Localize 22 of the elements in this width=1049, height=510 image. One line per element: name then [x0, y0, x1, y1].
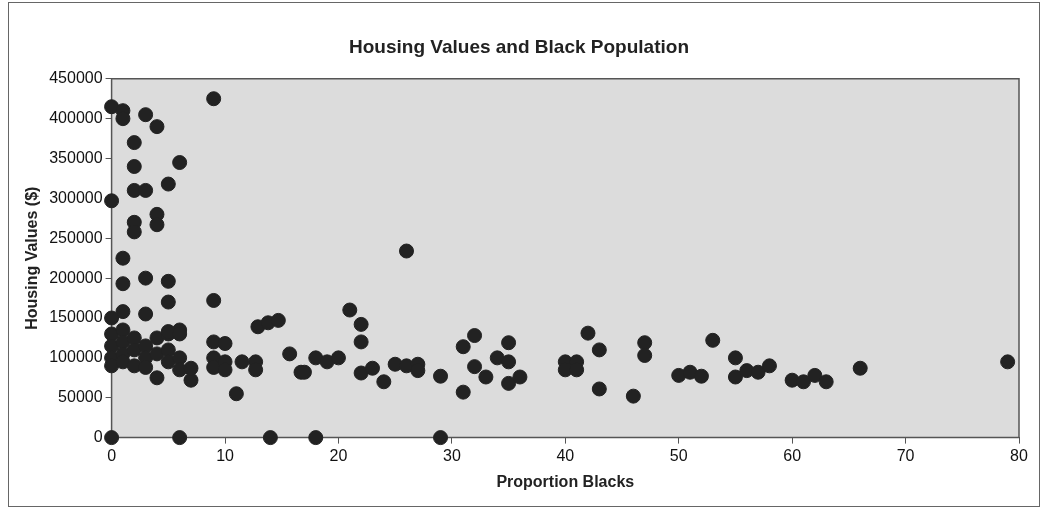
- x-tick-label: 40: [556, 446, 575, 464]
- y-tick-label: 450000: [49, 69, 103, 87]
- y-tick-label: 350000: [49, 148, 103, 166]
- x-tick-label: 60: [783, 446, 802, 464]
- x-tick-label: 10: [216, 446, 235, 464]
- y-tick-label: 0: [93, 428, 103, 446]
- x-tick-label: 0: [107, 446, 117, 464]
- x-axis-title: Proportion Blacks: [496, 472, 635, 490]
- y-tick-label: 50000: [58, 388, 103, 406]
- y-tick-label: 200000: [49, 268, 103, 286]
- x-tick-label: 70: [896, 446, 915, 464]
- chart-title: Housing Values and Black Population: [349, 35, 689, 57]
- y-tick-label: 150000: [49, 308, 103, 326]
- y-tick-label: 250000: [49, 228, 103, 246]
- x-tick-label: 50: [669, 446, 688, 464]
- y-tick-label: 100000: [49, 348, 103, 366]
- y-tick-label: 300000: [49, 188, 103, 206]
- y-tick-label: 400000: [49, 109, 103, 127]
- y-axis-title: Housing Values ($): [23, 186, 41, 330]
- x-tick-label: 80: [1010, 446, 1028, 464]
- x-tick-label: 30: [442, 446, 461, 464]
- x-tick-label: 20: [329, 446, 348, 464]
